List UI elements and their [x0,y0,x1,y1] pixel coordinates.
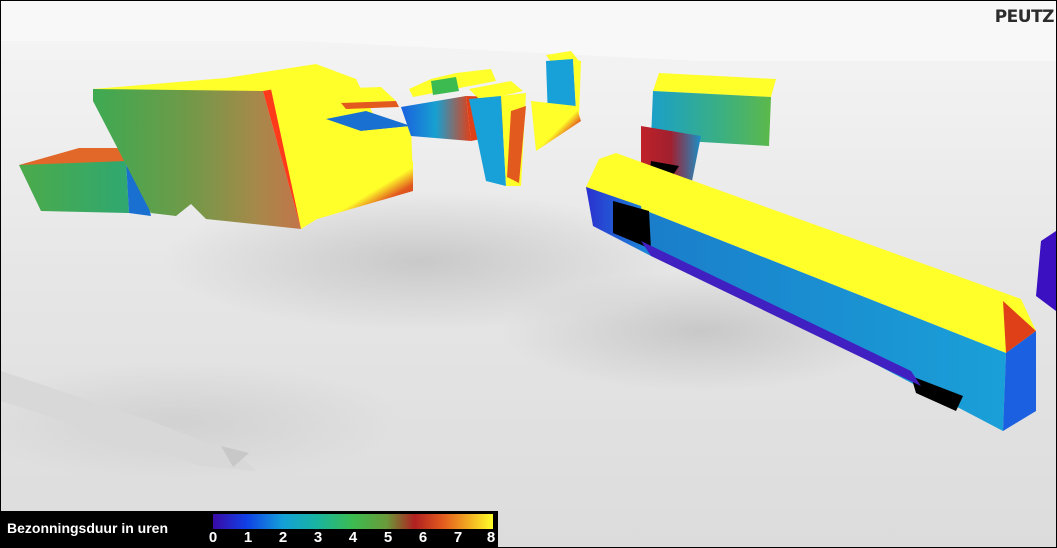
legend-tick-label: 5 [383,529,393,546]
terrain-ridge [1,371,256,471]
legend-color-bar [213,514,493,529]
legend-tick-label: 6 [418,529,428,546]
legend-ticks: 0 1 2 3 4 5 6 7 8 [203,530,503,546]
building-edge-east [1036,231,1056,311]
logo: PEUTZ [994,7,1055,27]
legend-tick-label: 8 [486,529,496,546]
legend-title: Bezonningsduur in uren [7,520,168,536]
legend-tick-label: 4 [348,529,358,546]
legend-tick-label: 3 [313,529,323,546]
legend-tick-label: 2 [278,529,288,546]
building-large-west [93,64,413,229]
legend-tick-label: 0 [208,529,218,546]
terrain-shade [1,361,401,481]
building-northeast [641,73,776,186]
legend-tick-label: 7 [453,529,463,546]
terrain-ridge [221,446,249,467]
legend-tick-label: 1 [243,529,253,546]
building-tower [531,51,581,151]
building-long-east [586,153,1036,431]
building-middle [401,69,526,186]
building-left-low [19,148,151,216]
color-legend: Bezonningsduur in uren 0 1 2 3 4 5 6 7 8 [1,511,498,547]
terrain-ridge [1,1,1056,61]
